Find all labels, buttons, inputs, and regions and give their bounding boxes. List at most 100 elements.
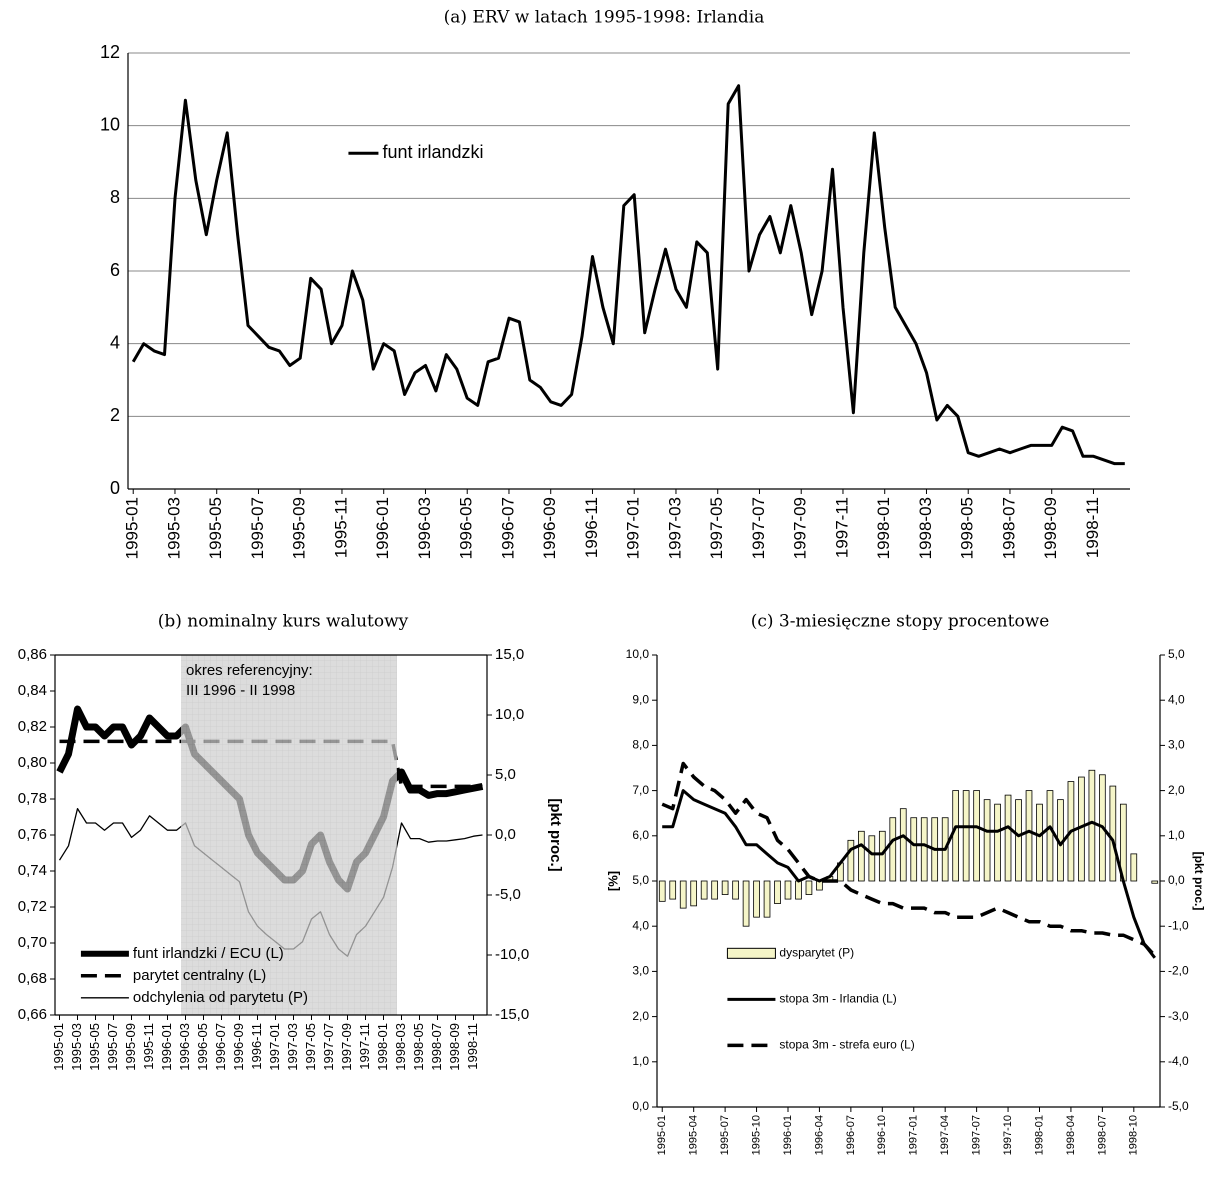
x-tick-label: 1997-11	[832, 497, 851, 558]
y-tick-label: 2,0	[632, 1009, 649, 1023]
x-tick-label: 1995-09	[123, 1023, 138, 1071]
y-tick-label: 6,0	[632, 828, 649, 842]
x-tick-label: 1998-10	[1128, 1115, 1140, 1155]
x-tick-label: 1997-07	[971, 1115, 983, 1155]
x-tick-label: 1997-01	[624, 497, 643, 559]
bar	[1109, 785, 1117, 882]
y2-tick-label: 5,0	[495, 766, 516, 783]
x-tick-label: 1997-01	[908, 1115, 920, 1155]
y2-tick-label: 3,0	[1168, 738, 1185, 752]
y-tick-label: 3,0	[632, 964, 649, 978]
x-tick-label: 1998-05	[958, 497, 977, 559]
y2-axis-title: [pkt proc.]	[1192, 852, 1206, 911]
bar	[805, 880, 813, 895]
x-tick-label: 1997-09	[791, 497, 810, 559]
legend-label: parytet centralny (L)	[133, 967, 266, 984]
y-tick-label: 0,76	[18, 826, 47, 843]
y-tick-label: 0,72	[18, 898, 47, 915]
x-tick-label: 1996-09	[540, 497, 559, 559]
x-tick-label: 1996-03	[415, 497, 434, 559]
y-axis-title: [%]	[605, 871, 620, 891]
x-tick-label: 1997-01	[267, 1023, 282, 1071]
bar	[878, 830, 886, 882]
y2-tick-label: 1,0	[1168, 828, 1185, 842]
y2-tick-label: 2,0	[1168, 783, 1185, 797]
x-tick-label: 1995-07	[248, 497, 267, 559]
y-tick-label: 8	[110, 187, 120, 207]
bar	[721, 880, 729, 895]
series-line	[662, 789, 1156, 959]
bar	[962, 790, 970, 882]
x-tick-label: 1995-03	[164, 497, 183, 559]
y2-axis-title: [pkt proc.]	[547, 798, 564, 871]
y-tick-label: 0,66	[18, 1006, 47, 1023]
annotation: okres referencyjny:	[186, 662, 313, 679]
y-tick-label: 12	[100, 42, 120, 62]
x-tick-label: 1995-05	[206, 497, 225, 559]
y2-tick-label: -10,0	[495, 946, 529, 963]
y2-tick-label: -4,0	[1168, 1054, 1189, 1068]
y-tick-label: 0,70	[18, 934, 47, 951]
y-tick-label: 0	[110, 478, 120, 498]
bar	[889, 817, 897, 882]
x-tick-label: 1996-09	[231, 1023, 246, 1071]
y-tick-label: 0,82	[18, 718, 47, 735]
x-tick-label: 1998-03	[916, 497, 935, 559]
x-tick-label: 1998-09	[447, 1023, 462, 1071]
y-tick-label: 5,0	[632, 873, 649, 887]
x-tick-label: 1996-03	[177, 1023, 192, 1071]
bar	[1004, 794, 1012, 882]
x-tick-label: 1996-07	[213, 1023, 228, 1071]
bar	[868, 835, 876, 882]
chart-title: (c) 3-miesięczne stopy procentowe	[751, 612, 1050, 632]
x-tick-label: 1996-01	[782, 1115, 794, 1155]
x-tick-label: 1997-09	[339, 1023, 354, 1071]
y-tick-label: 0,74	[18, 862, 47, 879]
x-tick-label: 1997-05	[707, 497, 726, 559]
x-tick-label: 1998-01	[375, 1023, 390, 1071]
x-tick-label: 1996-04	[813, 1115, 825, 1155]
bar	[763, 880, 771, 918]
y2-tick-label: 4,0	[1168, 692, 1185, 706]
bar	[795, 880, 802, 900]
x-tick-label: 1995-07	[719, 1115, 731, 1155]
chart-title: (b) nominalny kurs walutowy	[158, 612, 409, 632]
x-tick-label: 1997-10	[1002, 1115, 1014, 1155]
y2-tick-label: -1,0	[1168, 918, 1189, 932]
bar	[858, 830, 865, 882]
y-tick-label: 0,78	[18, 790, 47, 807]
x-tick-label: 1996-05	[195, 1023, 210, 1071]
x-tick-label: 1996-01	[373, 497, 392, 559]
bar	[742, 880, 750, 927]
bar	[1151, 880, 1159, 884]
x-tick-label: 1996-07	[845, 1115, 857, 1155]
x-tick-label: 1996-05	[457, 497, 476, 559]
chart-title: (a) ERV w latach 1995-1998: Irlandia	[444, 8, 765, 28]
x-tick-label: 1997-11	[357, 1023, 372, 1070]
x-tick-label: 1997-04	[939, 1115, 951, 1155]
x-tick-label: 1997-07	[749, 497, 768, 559]
x-tick-label: 1996-10	[876, 1115, 888, 1155]
x-tick-label: 1995-11	[141, 1023, 156, 1070]
y2-tick-label: -2,0	[1168, 964, 1189, 978]
y2-tick-label: -5,0	[1168, 1099, 1189, 1113]
x-tick-label: 1995-01	[51, 1023, 66, 1071]
bar	[700, 880, 708, 900]
bar	[1036, 803, 1043, 882]
y-tick-label: 7,0	[632, 783, 649, 797]
bar	[1130, 853, 1138, 882]
y-tick-label: 4	[110, 332, 120, 352]
series-line	[131, 84, 1125, 466]
y-tick-label: 2	[110, 405, 120, 425]
x-tick-label: 1995-01	[656, 1115, 668, 1155]
x-tick-label: 1998-09	[1041, 497, 1060, 559]
legend-label: dysparytet (P)	[779, 945, 854, 959]
x-tick-label: 1997-05	[303, 1023, 318, 1071]
y-tick-label: 6	[110, 260, 120, 280]
y-tick-label: 0,84	[18, 682, 47, 699]
y2-tick-label: 15,0	[495, 646, 524, 663]
bar	[690, 880, 698, 907]
bar	[784, 880, 792, 900]
x-tick-label: 1998-07	[999, 497, 1018, 559]
